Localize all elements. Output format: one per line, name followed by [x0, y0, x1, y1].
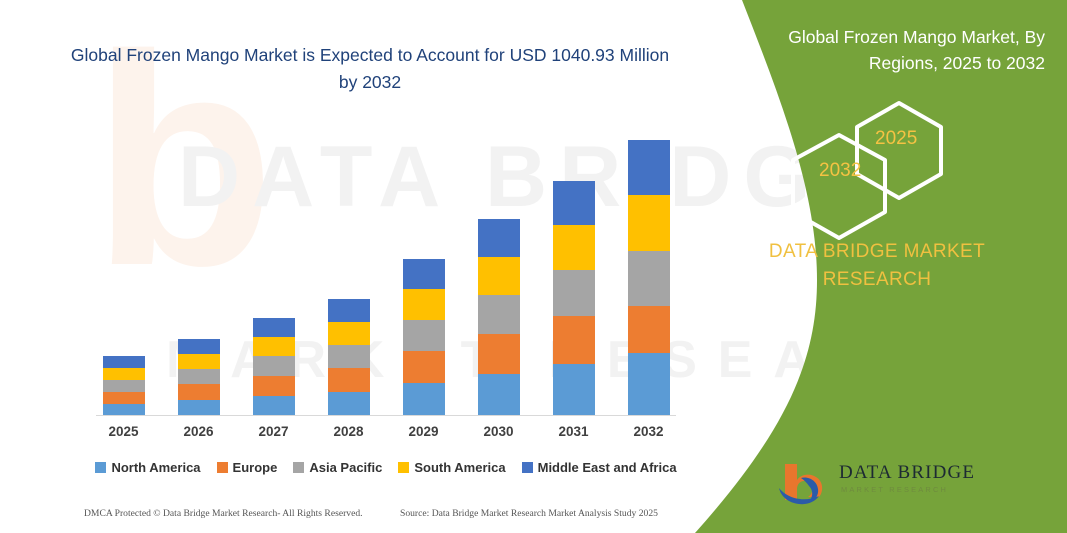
chart-legend: North America Europe Asia Pacific South Ame…	[86, 455, 686, 479]
bar-segment	[627, 353, 670, 416]
legend-swatch-icon	[95, 461, 107, 473]
legend-item[interactable]: North America	[95, 459, 201, 475]
bar-segment	[102, 368, 145, 380]
bar-segment	[252, 318, 295, 337]
bar-2028	[327, 299, 370, 416]
bar-segment	[102, 380, 145, 392]
bar-segment	[402, 259, 445, 289]
bar-segment	[327, 392, 370, 416]
chart-title: Global Frozen Mango Market is Expected t…	[70, 45, 670, 92]
legend-label: Europe	[232, 459, 278, 475]
x-axis-label-2032: 2032	[633, 424, 664, 439]
legend-item[interactable]: Europe	[216, 459, 278, 475]
legend-label: South America	[414, 459, 506, 475]
bar-segment	[627, 195, 670, 251]
bar-segment	[252, 356, 295, 376]
bar-segment	[477, 219, 520, 257]
bar-segment	[177, 384, 220, 400]
bar-segment	[477, 295, 520, 334]
bar-segment	[102, 356, 145, 368]
bar-segment	[327, 368, 370, 392]
bar-segment	[552, 181, 595, 225]
green-panel-shape	[695, 0, 1067, 533]
legend-swatch-icon	[293, 461, 305, 473]
legend-swatch-icon	[521, 461, 533, 473]
legend-item[interactable]: Asia Pacific	[293, 460, 382, 475]
bar-2025	[102, 356, 145, 416]
x-axis-label-2028: 2028	[333, 424, 364, 439]
logo-wordmark: DATA BRIDGE	[839, 462, 976, 483]
bar-segment	[177, 339, 220, 354]
bar-segment	[552, 270, 595, 316]
bar-segment	[627, 251, 670, 306]
bar-segment	[552, 364, 595, 416]
bar-segment	[627, 140, 670, 195]
panel-title: Global Frozen Mango Market, By Regions, …	[788, 27, 1045, 73]
bar-segment	[477, 257, 520, 295]
right-green-panel: Global Frozen Mango Market, By Regions, …	[667, 0, 1067, 533]
bar-2026	[177, 339, 220, 416]
bar-segment	[477, 374, 520, 416]
x-axis-label-2027: 2027	[258, 424, 289, 439]
bar-segment	[177, 400, 220, 416]
bar-segment	[477, 334, 520, 374]
legend-label: North America	[111, 459, 201, 475]
bar-chart-plot	[86, 110, 686, 416]
bar-segment	[252, 337, 295, 356]
hexagon-2032-label: 2032	[819, 160, 862, 181]
hexagon-2032	[791, 133, 887, 240]
hexagon-group: 2025 2032	[667, 0, 1067, 533]
x-axis-labels: 2025 2026 2027 2028 2029 2030 2031 2032	[86, 424, 686, 446]
bar-segment	[252, 396, 295, 416]
bar-segment	[552, 225, 595, 270]
legend-label: Asia Pacific	[309, 459, 383, 475]
bar-segment	[177, 369, 220, 384]
bar-segment	[552, 316, 595, 364]
x-axis-label-2031: 2031	[558, 424, 589, 439]
bar-segment	[402, 383, 445, 416]
bar-segment	[177, 354, 220, 369]
legend-item[interactable]: South America	[398, 459, 506, 475]
brand-name: DATA BRIDGE MARKET RESEARCH	[768, 241, 986, 290]
bar-segment	[402, 351, 445, 383]
bar-segment	[252, 376, 295, 396]
bar-segment	[627, 306, 670, 353]
bar-2029	[402, 259, 445, 416]
x-axis-line	[96, 415, 676, 416]
bar-segment	[402, 320, 445, 351]
bar-segment	[327, 322, 370, 345]
footer-copyright: DMCA Protected © Data Bridge Market Rese…	[84, 508, 363, 519]
footer-source: Source: Data Bridge Market Research Mark…	[400, 508, 658, 519]
x-axis-label-2029: 2029	[408, 424, 439, 439]
legend-label: Middle East and Africa	[537, 459, 677, 475]
bar-2027	[252, 318, 295, 416]
legend-swatch-icon	[216, 461, 228, 473]
bar-segment	[327, 299, 370, 322]
legend-item[interactable]: Middle East and Africa	[521, 459, 677, 475]
bar-2032	[627, 140, 670, 416]
legend-swatch-icon	[398, 461, 410, 473]
bar-2030	[477, 219, 520, 416]
bar-2031	[552, 181, 595, 416]
logo-subtitle: MARKET RESEARCH	[841, 485, 949, 494]
bar-segment	[402, 289, 445, 320]
x-axis-label-2030: 2030	[483, 424, 514, 439]
company-logo: DATA BRIDGE MARKET RESEARCH	[777, 458, 977, 508]
bar-segment	[102, 404, 145, 416]
hexagon-2025-label: 2025	[875, 128, 918, 149]
bar-segment	[102, 392, 145, 404]
footer: DMCA Protected © Data Bridge Market Rese…	[0, 505, 700, 527]
green-panel-content: Global Frozen Mango Market, By Regions, …	[667, 0, 1067, 533]
bar-segment	[327, 345, 370, 368]
x-axis-label-2025: 2025	[108, 424, 139, 439]
hexagon-2025	[855, 101, 943, 200]
x-axis-label-2026: 2026	[183, 424, 214, 439]
logo-bridge-icon	[779, 464, 823, 505]
